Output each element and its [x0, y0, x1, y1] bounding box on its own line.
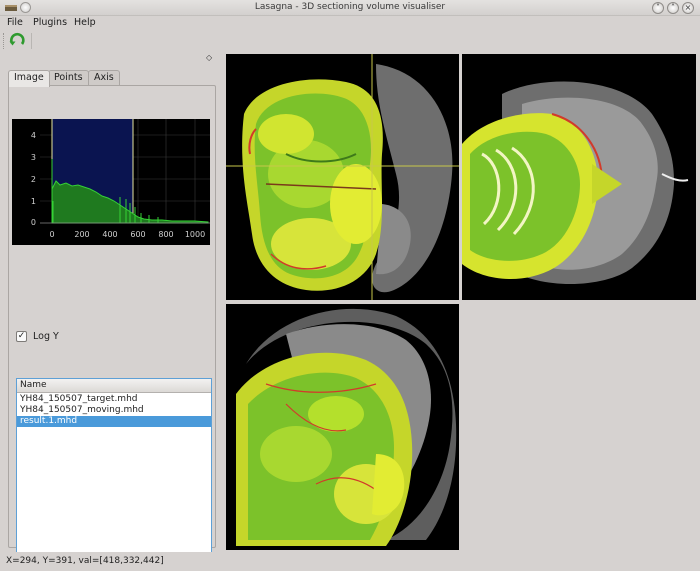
- y-tick-label: 0: [31, 218, 36, 227]
- close-button[interactable]: ×: [682, 2, 694, 14]
- chevron-up-icon: ˄: [671, 3, 675, 12]
- file-list: Name YH84_150507_target.mhd YH84_150507_…: [16, 378, 212, 563]
- tab-image[interactable]: Image: [8, 70, 50, 87]
- list-item[interactable]: YH84_150507_target.mhd: [20, 394, 138, 404]
- sticky-button[interactable]: [20, 2, 31, 13]
- menu-help[interactable]: Help: [74, 17, 96, 28]
- menu-plugins[interactable]: Plugins: [33, 17, 68, 28]
- image-dock: ◇ Image Points Axis: [3, 52, 219, 563]
- list-item[interactable]: YH84_150507_moving.mhd: [20, 405, 144, 415]
- float-dock-icon[interactable]: ◇: [206, 53, 213, 62]
- x-tick-label: 600: [130, 230, 145, 239]
- x-tick-label: 0: [49, 230, 54, 239]
- menu-file[interactable]: File: [7, 17, 23, 28]
- toolbar-separator: [31, 33, 32, 49]
- status-text: X=294, Y=391, val=[418,332,442]: [6, 556, 164, 566]
- chevron-down-icon: ˅: [656, 3, 660, 12]
- log-y-label: Log Y: [33, 331, 59, 342]
- x-tick-label: 800: [158, 230, 173, 239]
- toolbar-grip[interactable]: [3, 33, 6, 49]
- column-header-name[interactable]: Name: [17, 379, 211, 393]
- app-icon: [5, 5, 17, 11]
- x-tick-label: 400: [102, 230, 117, 239]
- status-bar: X=294, Y=391, val=[418,332,442]: [0, 552, 700, 571]
- sagittal-view[interactable]: [226, 304, 459, 550]
- window-title: Lasagna - 3D sectioning volume visualise…: [254, 2, 446, 12]
- refresh-icon[interactable]: [8, 32, 26, 50]
- x-tick-label: 1000: [185, 230, 205, 239]
- coronal-view[interactable]: [226, 54, 459, 300]
- log-y-checkbox[interactable]: ✓: [16, 331, 27, 342]
- toolbar: [0, 30, 700, 52]
- title-bar: Lasagna - 3D sectioning volume visualise…: [0, 0, 700, 16]
- close-icon: ×: [684, 3, 692, 12]
- tab-axis[interactable]: Axis: [88, 70, 120, 86]
- tab-points[interactable]: Points: [48, 70, 89, 86]
- list-item-selected[interactable]: result.1.mhd: [17, 416, 211, 427]
- y-tick-label: 3: [31, 153, 36, 162]
- y-tick-label: 1: [31, 197, 36, 206]
- axial-view[interactable]: [462, 54, 696, 300]
- histogram-plot[interactable]: 4 3 2 1 0 0 200 400 600 800 1000: [12, 119, 210, 245]
- x-tick-label: 200: [74, 230, 89, 239]
- maximize-button[interactable]: ˄: [667, 2, 679, 14]
- y-tick-label: 4: [31, 131, 36, 140]
- y-tick-label: 2: [31, 175, 36, 184]
- menu-bar: File Plugins Help: [0, 16, 700, 30]
- minimize-button[interactable]: ˅: [652, 2, 664, 14]
